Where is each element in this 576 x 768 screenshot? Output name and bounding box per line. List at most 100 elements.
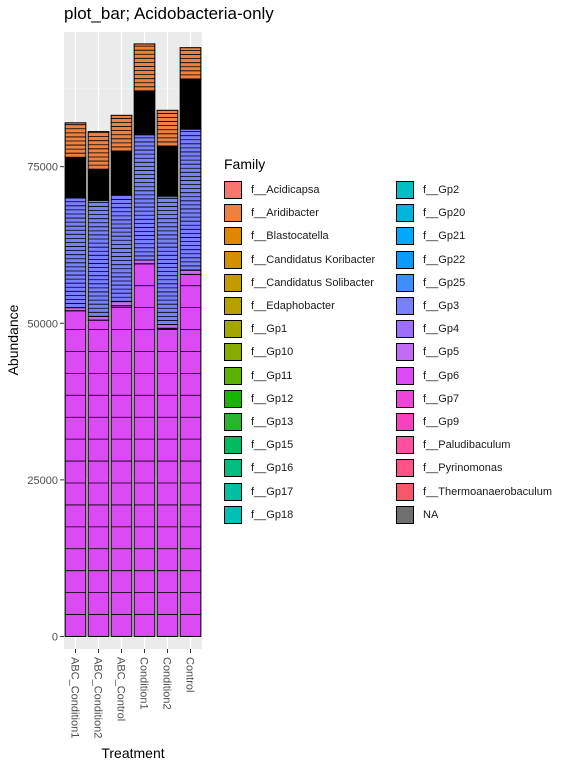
- legend-item: NA: [396, 505, 438, 525]
- legend-label: f__Gp21: [423, 230, 466, 243]
- legend-item: f__Gp3: [396, 296, 459, 316]
- legend-key: [224, 366, 242, 385]
- legend-key: [224, 389, 242, 408]
- legend-item: f__Gp4: [396, 319, 459, 339]
- bar-segment-na: [133, 90, 156, 136]
- legend-item: f__Gp5: [396, 342, 459, 362]
- legend-key: [224, 343, 242, 362]
- legend-item: f__Gp2: [396, 180, 459, 200]
- legend-label: f__Gp18: [251, 508, 294, 521]
- x-tick-label: ABC_Control: [115, 657, 127, 721]
- legend-label: f__Edaphobacter: [251, 300, 335, 312]
- legend-item: f__Gp10: [224, 342, 293, 362]
- legend-label: f__Gp5: [423, 346, 460, 359]
- chart-title: plot_bar; Acidobacteria-only: [64, 4, 274, 23]
- y-tick-label: 25000: [27, 475, 58, 487]
- bar-segment-f-gp3: [179, 128, 202, 271]
- legend-label: f__Gp11: [251, 369, 293, 382]
- legend-label: f__Gp3: [423, 300, 460, 312]
- legend-item: f__Aridibacter: [224, 203, 319, 223]
- bar-segment-f-gp6: [87, 319, 110, 637]
- legend-item: f__Gp6: [396, 366, 459, 386]
- legend-item: f__Gp25: [396, 273, 465, 293]
- legend-item: f__Acidicapsa: [224, 180, 320, 200]
- legend-item: f__Gp17: [224, 482, 293, 502]
- legend-key: [396, 250, 414, 269]
- bars: [64, 43, 202, 637]
- bar-segment-f-gp3: [156, 195, 179, 326]
- legend-item: f__Gp20: [396, 203, 465, 223]
- legend-item: f__Gp16: [224, 458, 293, 478]
- x-tick-label: Condition2: [161, 657, 173, 710]
- legend-label: f__Pyrinomonas: [423, 462, 503, 475]
- legend-item: f__Blastocatella: [224, 226, 329, 246]
- legend-label: f__Gp17: [251, 485, 294, 498]
- legend-key: [396, 366, 414, 385]
- y-tick-label: 50000: [27, 318, 58, 330]
- legend-label: f__Gp12: [251, 392, 294, 405]
- legend-key: [224, 273, 242, 292]
- legend-label: f__Candidatus Solibacter: [251, 276, 374, 289]
- y-tick-label: 0: [52, 631, 58, 643]
- legend-key: [396, 273, 414, 292]
- legend-key: [396, 459, 414, 478]
- bar-segment-f-aridibacter: [87, 131, 110, 170]
- legend-key: [224, 505, 242, 524]
- bar-segment-na: [110, 150, 133, 196]
- legend-key: [396, 204, 414, 223]
- legend-label: f__Acidicapsa: [251, 184, 320, 196]
- bar-segment-f-gp6: [64, 310, 87, 637]
- legend-key: [224, 181, 242, 199]
- x-tick-label: Control: [184, 657, 196, 692]
- legend-item: f__Gp13: [224, 412, 293, 432]
- legend-item: f__Gp9: [396, 412, 459, 432]
- bar-segment-f-gp6: [179, 273, 202, 637]
- legend-label: f__Gp7: [423, 392, 460, 405]
- x-tick-label: ABC_Condition2: [92, 657, 104, 738]
- legend-label: f__Candidatus Koribacter: [251, 253, 376, 266]
- y-axis-label: Abundance: [5, 304, 21, 375]
- legend-key: [396, 343, 414, 362]
- legend-item: f__Gp21: [396, 226, 465, 246]
- legend-key: [224, 250, 242, 269]
- legend-label: NA: [423, 508, 439, 521]
- bar-segment-f-gp5: [133, 259, 156, 265]
- legend-key: [224, 297, 242, 315]
- legend-key: [396, 436, 414, 455]
- legend-key: [396, 227, 414, 246]
- x-axis: ABC_Condition1 ABC_Condition2 ABC_Control C…: [69, 649, 196, 738]
- legend-item: f__Gp7: [396, 389, 459, 409]
- bar-segment-f-gp6: [133, 263, 156, 637]
- bar-segment-f-gp5: [156, 324, 179, 329]
- x-tick-label: ABC_Condition1: [69, 657, 81, 738]
- bar-segment-f-aridibacter: [64, 122, 87, 158]
- legend-title: Family: [224, 156, 266, 172]
- legend-item: f__Paludibaculum: [396, 435, 510, 455]
- y-axis: 0 25000 50000 75000: [27, 162, 64, 643]
- bar-segment-f-gp3: [133, 134, 156, 261]
- legend-item: f__Pyrinomonas: [396, 458, 503, 478]
- legend-key: [224, 413, 242, 431]
- x-tick-label: Condition1: [138, 657, 150, 710]
- legend-key: [224, 482, 242, 501]
- legend-label: f__Gp22: [423, 253, 466, 266]
- legend-label: f__Paludibaculum: [423, 439, 511, 452]
- legend-item: f__Gp1: [224, 319, 287, 339]
- bar-segment-f-gp3: [87, 200, 110, 317]
- legend-label: f__Gp16: [251, 462, 294, 475]
- legend-label: f__Thermoanaerobaculum: [423, 485, 553, 498]
- legend-label: f__Gp13: [251, 416, 294, 428]
- bar-segment-f-aridibacter: [110, 114, 133, 152]
- legend-item: f__Edaphobacter: [224, 296, 335, 316]
- legend-label: f__Gp25: [423, 276, 466, 289]
- legend-label: f__Gp1: [251, 323, 288, 336]
- legend-key: [396, 297, 414, 315]
- legend-key: [224, 227, 242, 246]
- legend-item: f__Gp11: [224, 366, 292, 386]
- legend-key: [224, 436, 242, 455]
- bar-segment-na: [64, 156, 87, 199]
- bar-segment-na: [156, 145, 179, 197]
- legend-item: f__Gp15: [224, 435, 293, 455]
- legend-label: f__Aridibacter: [251, 207, 319, 220]
